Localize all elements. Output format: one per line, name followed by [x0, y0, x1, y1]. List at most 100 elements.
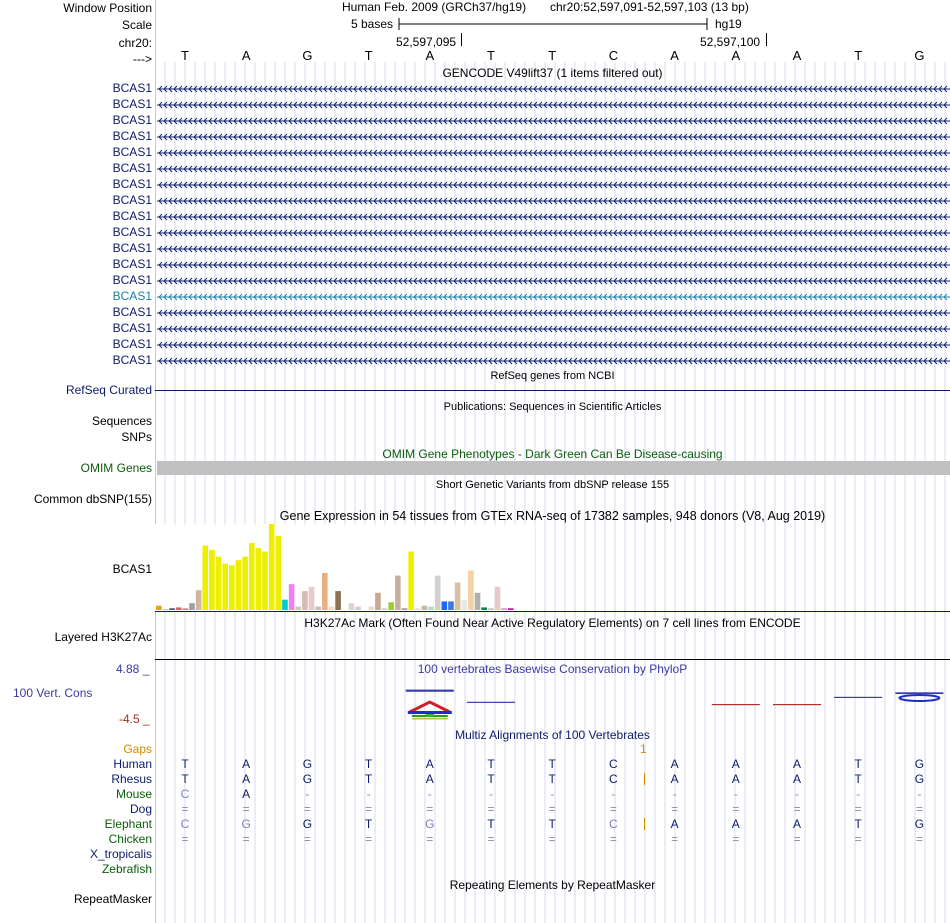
gencode-transcript-line[interactable]: [157, 244, 950, 254]
gtex-tissue-bar[interactable]: [488, 608, 494, 610]
gtex-tissue-bar[interactable]: [288, 584, 295, 610]
gencode-transcript-line[interactable]: [157, 212, 950, 222]
gtex-tissue-bar[interactable]: [441, 601, 448, 610]
gencode-transcript-line[interactable]: [157, 164, 950, 174]
gtex-tissue-bar[interactable]: [308, 586, 315, 610]
gtex-tissue-bar[interactable]: [282, 599, 288, 610]
gencode-transcript-label[interactable]: BCAS1: [112, 273, 152, 287]
gtex-tissue-bar[interactable]: [242, 556, 248, 610]
gencode-transcript-label-selected[interactable]: BCAS1: [112, 289, 152, 303]
gtex-tissue-bar[interactable]: [501, 608, 507, 610]
gtex-bar-chart[interactable]: [155, 520, 555, 612]
dbsnp-label[interactable]: Common dbSNP(155): [33, 492, 152, 506]
gencode-transcript-line[interactable]: [157, 196, 950, 206]
gtex-tissue-bar[interactable]: [388, 602, 395, 610]
gtex-tissue-bar[interactable]: [461, 599, 468, 610]
gtex-tissue-bar[interactable]: [275, 536, 282, 610]
multiz-species-label[interactable]: Zebrafish: [101, 862, 152, 876]
scale-label[interactable]: Scale: [121, 18, 152, 32]
phylop-negative-score[interactable]: [773, 704, 821, 706]
gtex-tissue-bar[interactable]: [322, 573, 328, 610]
gencode-transcript-label[interactable]: BCAS1: [112, 305, 152, 319]
multiz-species-label[interactable]: Chicken: [108, 832, 152, 846]
gtex-tissue-bar[interactable]: [262, 551, 268, 610]
gtex-tissue-bar[interactable]: [248, 542, 255, 610]
refseq-label[interactable]: RefSeq Curated: [65, 383, 152, 397]
cons-label[interactable]: 100 Vert. Cons: [13, 686, 93, 700]
gtex-tissue-bar[interactable]: [162, 609, 169, 611]
h3k27ac-label[interactable]: Layered H3K27Ac: [54, 630, 152, 644]
gencode-transcript-label[interactable]: BCAS1: [112, 353, 152, 367]
gaps-label[interactable]: Gaps: [123, 742, 152, 756]
gtex-tissue-bar[interactable]: [268, 524, 275, 610]
gtex-tissue-bar[interactable]: [235, 560, 242, 610]
gencode-transcript-label[interactable]: BCAS1: [112, 177, 152, 191]
gencode-transcript-line[interactable]: [157, 84, 950, 94]
gtex-tissue-bar[interactable]: [474, 592, 481, 610]
multiz-species-label[interactable]: Elephant: [104, 817, 152, 831]
gencode-transcript-label[interactable]: BCAS1: [112, 145, 152, 159]
gtex-tissue-bar[interactable]: [182, 608, 189, 610]
gencode-transcript-line[interactable]: [157, 324, 950, 334]
gencode-transcript-label[interactable]: BCAS1: [112, 81, 152, 95]
gtex-tissue-bar[interactable]: [156, 605, 162, 610]
gtex-tissue-bar[interactable]: [195, 590, 202, 610]
gtex-tissue-bar[interactable]: [361, 609, 368, 611]
gtex-tissue-bar[interactable]: [414, 608, 421, 610]
gencode-transcript-line[interactable]: [157, 308, 950, 318]
gtex-tissue-bar[interactable]: [229, 565, 235, 610]
gtex-tissue-bar[interactable]: [401, 608, 408, 610]
refseq-gene-line[interactable]: [155, 390, 950, 391]
multiz-species-label[interactable]: Mouse: [115, 787, 152, 801]
gtex-tissue-bar[interactable]: [328, 606, 335, 610]
gencode-transcript-line[interactable]: [157, 180, 950, 190]
gtex-tissue-bar[interactable]: [335, 591, 341, 610]
gencode-transcript-line[interactable]: [157, 292, 950, 302]
gencode-transcript-label[interactable]: BCAS1: [112, 113, 152, 127]
gtex-tissue-bar[interactable]: [169, 608, 175, 610]
gtex-tissue-bar[interactable]: [202, 545, 209, 611]
gencode-transcript-line[interactable]: [157, 228, 950, 238]
gtex-tissue-bar[interactable]: [348, 603, 355, 610]
gencode-transcript-label[interactable]: BCAS1: [112, 321, 152, 335]
gencode-transcript-label[interactable]: BCAS1: [112, 193, 152, 207]
publications-label-snps[interactable]: SNPs: [121, 430, 152, 444]
gtex-tissue-bar[interactable]: [175, 607, 182, 610]
gencode-transcript-line[interactable]: [157, 340, 950, 350]
gtex-tissue-bar[interactable]: [481, 607, 487, 610]
gtex-tissue-bar[interactable]: [295, 606, 302, 610]
gtex-tissue-bar[interactable]: [507, 608, 514, 610]
phylop-positive-score[interactable]: [834, 696, 883, 698]
phylop-positive-score[interactable]: [467, 701, 515, 703]
omim-label[interactable]: OMIM Genes: [80, 461, 152, 475]
gtex-tissue-bar[interactable]: [395, 575, 401, 610]
gencode-transcript-line[interactable]: [157, 276, 950, 286]
gtex-tissue-bar[interactable]: [215, 556, 222, 610]
multiz-species-label[interactable]: X_tropicalis: [89, 847, 152, 861]
repeatmasker-label[interactable]: RepeatMasker: [73, 892, 152, 906]
strand-label[interactable]: --->: [133, 52, 152, 66]
gtex-tissue-bar[interactable]: [408, 551, 414, 610]
cons-plot[interactable]: [155, 676, 950, 726]
gtex-tissue-bar[interactable]: [448, 601, 454, 610]
gencode-transcript-line[interactable]: [157, 132, 950, 142]
gencode-transcript-label[interactable]: BCAS1: [112, 209, 152, 223]
gtex-tissue-bar[interactable]: [302, 591, 308, 610]
window-position-label[interactable]: Window Position: [63, 1, 152, 15]
gencode-transcript-label[interactable]: BCAS1: [112, 97, 152, 111]
gencode-transcript-label[interactable]: BCAS1: [112, 129, 152, 143]
multiz-species-label[interactable]: Dog: [129, 802, 152, 816]
gtex-tissue-bar[interactable]: [315, 606, 321, 610]
gtex-tissue-bar[interactable]: [468, 570, 474, 610]
gtex-tissue-bar[interactable]: [209, 549, 215, 610]
gtex-tissue-bar[interactable]: [434, 575, 441, 610]
multiz-species-label[interactable]: Rhesus: [111, 772, 152, 786]
gencode-transcript-label[interactable]: BCAS1: [112, 225, 152, 239]
chrom-label[interactable]: chr20:: [118, 36, 152, 50]
gtex-tissue-bar[interactable]: [368, 606, 375, 610]
omim-feature-bar[interactable]: [157, 461, 950, 475]
gencode-transcript-line[interactable]: [157, 356, 950, 366]
gtex-tissue-bar[interactable]: [222, 563, 229, 610]
gencode-transcript-label[interactable]: BCAS1: [112, 257, 152, 271]
gtex-tissue-bar[interactable]: [381, 608, 388, 610]
